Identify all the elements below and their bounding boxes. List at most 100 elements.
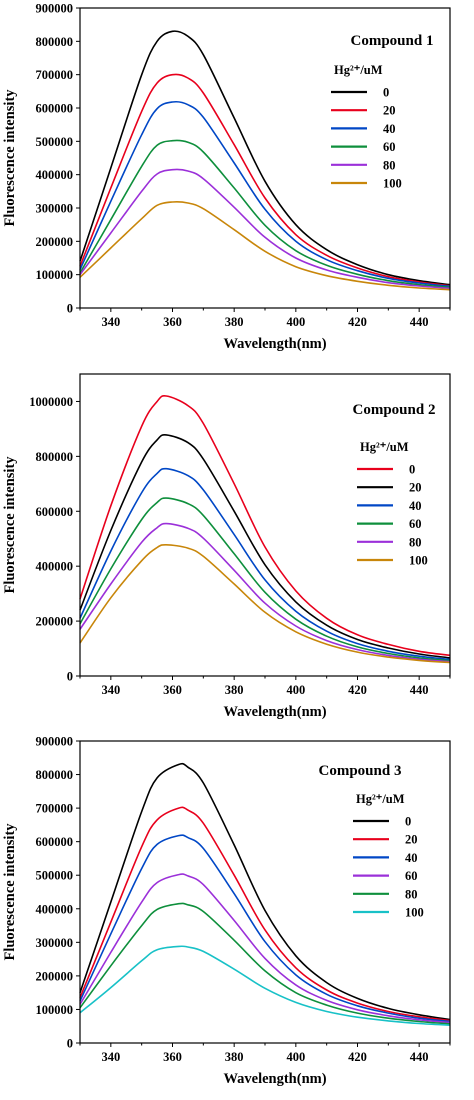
series-line-100: [79, 201, 451, 291]
series-line-0: [79, 762, 451, 1021]
series-line-20: [79, 434, 451, 659]
legend-label-40: 40: [405, 851, 418, 865]
y-tick-label: 200000: [36, 615, 74, 629]
y-tick-label: 800000: [36, 450, 74, 464]
legend-label-20: 20: [409, 481, 422, 495]
compound-2-panel: 0 200000 400000 600000 800000 1000000 340 360 38…: [0, 365, 474, 730]
y-tick-label: 200000: [36, 235, 74, 249]
y-tick-label: 0: [67, 302, 73, 316]
compound-1-chart: 0 100000 200000 300000 400000 500000 600000 700…: [2, 2, 451, 352]
series-group: [79, 30, 451, 291]
y-tick-label: 0: [67, 670, 73, 684]
x-tick-label: 360: [163, 1050, 182, 1064]
compound-1-panel: 0 100000 200000 300000 400000 500000 600000 700…: [0, 0, 474, 365]
y-tick-label: 700000: [36, 802, 74, 816]
x-tick-label: 440: [410, 315, 429, 329]
series-line-40: [79, 100, 451, 288]
series-line-60: [79, 139, 451, 289]
x-tick-label: 400: [286, 683, 305, 697]
legend-label-60: 60: [405, 869, 418, 883]
y-tick-label: 800000: [36, 35, 74, 49]
legend: Hg²⁺/uM0 20 40 60 80 100: [353, 792, 424, 920]
series-line-0: [79, 30, 451, 286]
legend: Hg²⁺/uM0 20 40 60 80 100: [331, 63, 402, 191]
x-tick-label: 420: [348, 1050, 367, 1064]
x-tick-label: 420: [348, 683, 367, 697]
x-tick-label: 380: [225, 683, 244, 697]
legend-label-80: 80: [383, 158, 396, 172]
series-line-80: [79, 522, 451, 663]
chart-title: Compound 3: [319, 763, 402, 779]
y-tick-label: 800000: [36, 768, 74, 782]
legend-label-40: 40: [409, 499, 422, 513]
legend-label-100: 100: [409, 554, 428, 568]
y-tick-label: 300000: [36, 936, 74, 950]
y-tick-label: 600000: [36, 835, 74, 849]
y-tick-label: 900000: [36, 735, 74, 749]
series-line-80: [79, 902, 451, 1025]
legend-label-20: 20: [405, 833, 418, 847]
series-line-20: [79, 806, 451, 1022]
legend-label-0: 0: [405, 815, 411, 829]
y-axis-title: Fluorescence intensity: [2, 823, 18, 961]
legend-title: Hg²⁺/uM: [334, 63, 383, 77]
x-tick-label: 400: [286, 315, 305, 329]
legend: Hg²⁺/uM0 20 40 60 80 100: [357, 440, 428, 568]
x-tick-label: 440: [410, 683, 429, 697]
plot-frame: [79, 740, 451, 1044]
y-tick-label: 900000: [36, 2, 74, 16]
x-tick-label: 360: [163, 315, 182, 329]
x-axis-title: Wavelength(nm): [223, 1071, 326, 1087]
y-tick-label: 600000: [36, 505, 74, 519]
x-tick-label: 340: [101, 1050, 120, 1064]
series-group: [79, 762, 451, 1026]
legend-label-80: 80: [409, 535, 422, 549]
series-line-60: [79, 497, 451, 662]
series-line-60: [79, 873, 451, 1024]
x-axis-title: Wavelength(nm): [223, 704, 326, 720]
compound-3-panel: 0 100000 200000 300000 400000 500000 600000 700…: [0, 730, 474, 1095]
compound-3-chart: 0 100000 200000 300000 400000 500000 600000 700…: [2, 735, 451, 1087]
y-tick-label: 200000: [36, 969, 74, 983]
x-tick-label: 340: [101, 315, 120, 329]
y-tick-label: 100000: [36, 268, 74, 282]
x-tick-label: 380: [225, 315, 244, 329]
legend-title: Hg²⁺/uM: [356, 792, 405, 806]
legend-label-100: 100: [383, 177, 402, 191]
x-tick-label: 360: [163, 683, 182, 697]
y-tick-label: 700000: [36, 68, 74, 82]
legend-label-40: 40: [383, 122, 396, 136]
x-tick-label: 420: [348, 315, 367, 329]
chart-title: Compound 1: [351, 33, 434, 49]
series-line-0: [79, 395, 451, 657]
series-group: [79, 395, 451, 664]
y-tick-label: 400000: [36, 168, 74, 182]
series-line-100: [79, 543, 451, 664]
x-tick-label: 440: [410, 1050, 429, 1064]
legend-label-80: 80: [405, 887, 418, 901]
x-axis-title: Wavelength(nm): [223, 336, 326, 352]
legend-label-100: 100: [405, 906, 424, 920]
legend-label-0: 0: [409, 463, 415, 477]
y-tick-label: 300000: [36, 202, 74, 216]
x-tick-label: 380: [225, 1050, 244, 1064]
series-line-40: [79, 834, 451, 1023]
plot-frame: [79, 373, 451, 677]
chart-title: Compound 2: [353, 402, 436, 418]
legend-label-0: 0: [383, 86, 389, 100]
y-tick-label: 0: [67, 1037, 73, 1051]
legend-label-60: 60: [409, 517, 422, 531]
y-tick-label: 400000: [36, 902, 74, 916]
series-line-20: [79, 73, 451, 287]
compound-2-chart: 0 200000 400000 600000 800000 1000000 340 360 38…: [2, 373, 451, 720]
series-line-100: [79, 945, 451, 1026]
y-tick-label: 400000: [36, 560, 74, 574]
x-tick-label: 340: [101, 683, 120, 697]
y-tick-label: 500000: [36, 135, 74, 149]
legend-label-60: 60: [383, 140, 396, 154]
y-tick-label: 1000000: [29, 395, 73, 409]
y-tick-label: 500000: [36, 869, 74, 883]
y-tick-label: 600000: [36, 102, 74, 116]
y-axis-title: Fluorescence intensity: [2, 456, 18, 594]
